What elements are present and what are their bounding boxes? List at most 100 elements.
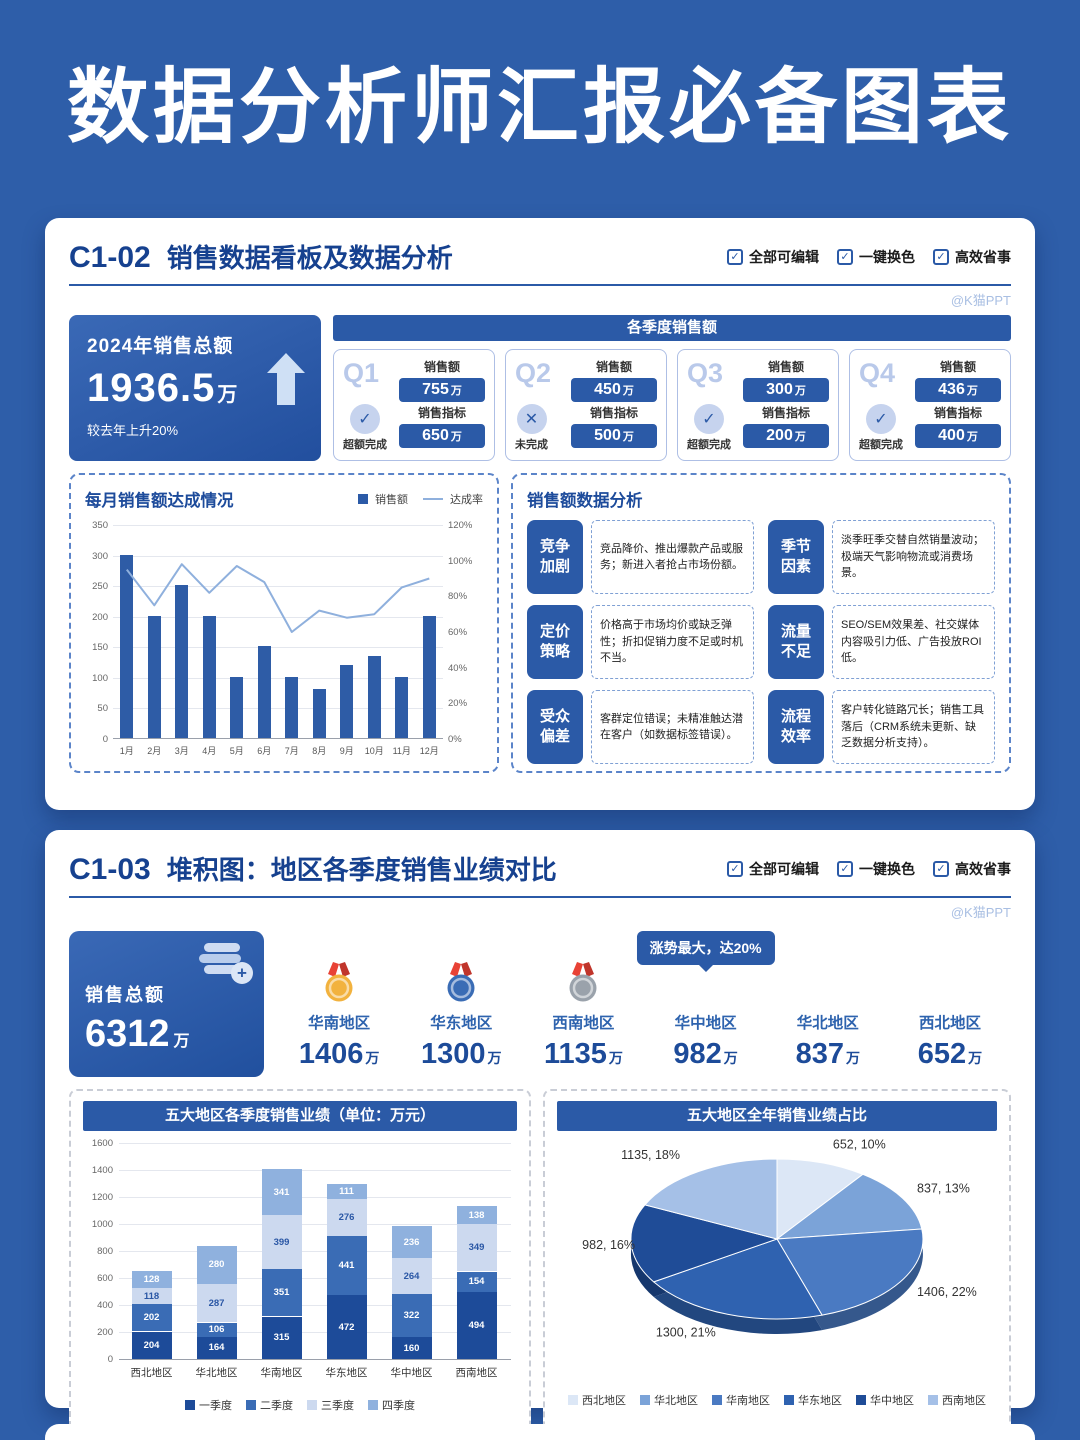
svg-text:982, 16%: 982, 16% bbox=[582, 1238, 635, 1252]
status-text: 未完成 bbox=[515, 439, 548, 451]
gold-medal-icon bbox=[321, 958, 357, 1004]
svg-text:652, 10%: 652, 10% bbox=[833, 1138, 886, 1152]
month-bar bbox=[422, 615, 436, 738]
quarter-label: Q1 bbox=[343, 358, 380, 388]
target-value: 400 万 bbox=[915, 424, 1001, 448]
analysis-tag: 定价 策略 bbox=[527, 605, 583, 679]
analysis-title: 销售额数据分析 bbox=[527, 492, 643, 510]
region-value: 1300 万 bbox=[421, 1038, 502, 1070]
target-label: 销售指标 bbox=[589, 406, 638, 420]
pie-chart-legend: 西北地区 华北地区 华南地区 华东地区 华中地区 西南地区 bbox=[557, 1392, 997, 1408]
legend-item: 华北地区 bbox=[640, 1392, 698, 1408]
stack-segment: 349 bbox=[456, 1224, 497, 1272]
annual-total-note: 较去年上升20% bbox=[87, 423, 179, 438]
badge-label: 一键换色 bbox=[859, 248, 915, 265]
region-name: 西北地区 bbox=[918, 1015, 981, 1032]
line-legend-label: 达成率 bbox=[450, 494, 483, 506]
legend-item: 二季度 bbox=[246, 1397, 293, 1413]
annual-total-value: 1936.5 万 bbox=[87, 366, 239, 410]
bar-legend-label: 销售额 bbox=[375, 494, 408, 506]
stack-segment: 287 bbox=[196, 1283, 237, 1323]
sales-total-value: 6312 万 bbox=[85, 1013, 190, 1055]
analysis-tag: 流量 不足 bbox=[768, 605, 824, 679]
checkbox-icon[interactable]: ✓ bbox=[837, 860, 853, 877]
cross-icon: ✕ bbox=[516, 404, 547, 434]
quarter-label: Q4 bbox=[859, 358, 896, 388]
region-value: 837 万 bbox=[795, 1038, 860, 1070]
svg-text:837, 13%: 837, 13% bbox=[917, 1182, 970, 1196]
sales-label: 销售额 bbox=[595, 360, 632, 374]
annual-total-label: 2024年销售总额 bbox=[87, 336, 234, 357]
region-华北地区: 华北地区 837 万 bbox=[767, 931, 889, 1077]
badge-label: 一键换色 bbox=[859, 860, 915, 877]
region-name: 华东地区 bbox=[430, 1015, 493, 1032]
month-bar bbox=[202, 615, 216, 738]
sales-label: 销售额 bbox=[423, 360, 460, 374]
sales-label: 销售额 bbox=[939, 360, 976, 374]
badge-efficient: ✓ 高效省事 bbox=[933, 859, 1011, 879]
svg-text:1406, 22%: 1406, 22% bbox=[917, 1285, 977, 1299]
stack-segment: 441 bbox=[326, 1235, 367, 1296]
checkbox-icon[interactable]: ✓ bbox=[727, 248, 743, 265]
svg-text:1300, 21%: 1300, 21% bbox=[656, 1325, 716, 1339]
coins-stack-icon: + bbox=[199, 943, 253, 984]
analysis-tag: 竞争 加剧 bbox=[527, 520, 583, 594]
month-bar bbox=[120, 554, 134, 738]
checkbox-icon[interactable]: ✓ bbox=[933, 248, 949, 265]
monthly-bar-line-chart: 0 50 100 150 200 250 300 350 0% 20% 40% 60% 80% 100% 1… bbox=[92, 520, 473, 756]
status-text: 超额完成 bbox=[343, 439, 387, 451]
card2-header: C1-03 堆积图：地区各季度销售业绩对比 ✓ 全部可编辑 ✓ 一键换色 ✓ 高效省事 bbox=[69, 850, 1011, 898]
sales-value: 755 万 bbox=[399, 378, 485, 402]
legend-item: 四季度 bbox=[368, 1397, 415, 1413]
analysis-text: 淡季旺季交替自然销量波动；极端天气影响物流或消费场景。 bbox=[832, 520, 995, 594]
region-name: 华中地区 bbox=[674, 1015, 737, 1032]
blue-medal-icon bbox=[443, 958, 479, 1004]
quarter-card-Q3: Q3 销售额 300 万 ✓ 超额完成 销售指标 200 万 bbox=[677, 349, 839, 461]
quarter-status: ✓ 超额完成 bbox=[687, 404, 731, 452]
badge-editable: ✓ 全部可编辑 bbox=[727, 247, 819, 267]
monthly-chart-title: 每月销售额达成情况 bbox=[85, 492, 234, 510]
stack-segment: 315 bbox=[261, 1316, 302, 1359]
badge-label: 全部可编辑 bbox=[749, 248, 819, 265]
badge-recolor: ✓ 一键换色 bbox=[837, 859, 915, 879]
stack-segment: 128 bbox=[131, 1271, 172, 1289]
check-icon: ✓ bbox=[694, 404, 724, 434]
stacked-chart-legend: 一季度 二季度 三季度 四季度 bbox=[83, 1397, 517, 1413]
stack-segment: 280 bbox=[196, 1246, 237, 1284]
checkbox-icon[interactable]: ✓ bbox=[727, 860, 743, 877]
pie-chart-title: 五大地区全年销售业绩占比 bbox=[557, 1101, 997, 1131]
month-bar bbox=[367, 655, 381, 738]
region-value: 1135 万 bbox=[543, 1038, 623, 1070]
analysis-text: 客户转化链路冗长；销售工具落后（CRM系统未更新、缺乏数据分析支持）。 bbox=[832, 690, 995, 764]
target-value: 650 万 bbox=[399, 424, 485, 448]
analysis-item: 定价 策略 价格高于市场均价或缺乏弹性；折扣促销力度不足或时机不当。 bbox=[527, 605, 754, 679]
stack-segment: 118 bbox=[131, 1288, 172, 1305]
pie-chart: 652, 10% 837, 13% 1406, 22% 1300, 21% 982, 1… bbox=[557, 1135, 997, 1388]
card2-title: 堆积图：地区各季度销售业绩对比 bbox=[166, 855, 557, 885]
quarter-card-Q4: Q4 销售额 436 万 ✓ 超额完成 销售指标 400 万 bbox=[849, 349, 1011, 461]
card2-charts-row: 五大地区各季度销售业绩（单位：万元） 0 200 400 600 800 1000 1200… bbox=[69, 1089, 1011, 1433]
month-bar bbox=[312, 689, 326, 738]
region-name: 西南地区 bbox=[552, 1015, 615, 1032]
pie-chart-box: 五大地区全年销售业绩占比 652, 10% 837, 13% 1406, 22% 13… bbox=[543, 1089, 1011, 1433]
rate-line bbox=[126, 563, 430, 633]
next-card-preview bbox=[45, 1424, 1035, 1440]
month-bar bbox=[175, 585, 189, 738]
check-icon: ✓ bbox=[350, 404, 380, 434]
region-西南地区: 西南地区 1135 万 bbox=[522, 931, 644, 1077]
checkbox-icon[interactable]: ✓ bbox=[933, 860, 949, 877]
badge-label: 高效省事 bbox=[955, 860, 1011, 877]
card-sales-dashboard: C1-02 销售数据看板及数据分析 ✓ 全部可编辑 ✓ 一键换色 ✓ 高效省事 @K猫… bbox=[45, 218, 1035, 810]
watermark: @K猫PPT bbox=[950, 293, 1011, 308]
line-legend-swatch bbox=[423, 498, 443, 500]
region-value: 982 万 bbox=[673, 1038, 738, 1070]
sales-value: 436 万 bbox=[915, 378, 1001, 402]
analysis-tag: 受众 偏差 bbox=[527, 690, 583, 764]
annual-total-box: 2024年销售总额 1936.5 万 较去年上升20% bbox=[69, 315, 321, 461]
legend-item: 一季度 bbox=[185, 1397, 232, 1413]
checkbox-icon[interactable]: ✓ bbox=[837, 248, 853, 265]
gray-medal-icon bbox=[565, 958, 601, 1004]
quarter-status: ✕ 未完成 bbox=[515, 404, 548, 452]
stack-segment: 202 bbox=[131, 1304, 172, 1332]
stack-segment: 276 bbox=[326, 1198, 367, 1236]
